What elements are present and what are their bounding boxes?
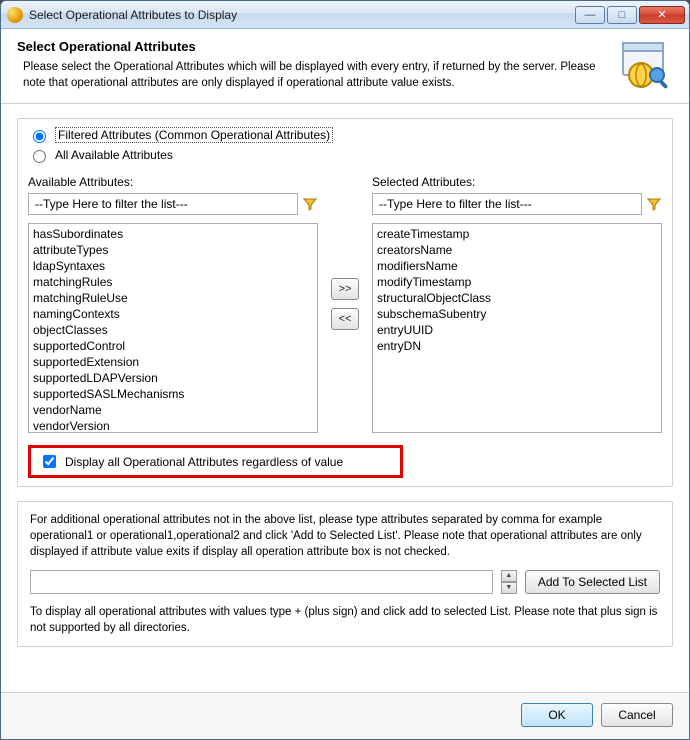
list-item[interactable]: matchingRuleUse [33, 290, 313, 306]
spinner-up[interactable]: ▲ [501, 570, 517, 582]
radio-all-label: All Available Attributes [55, 148, 173, 162]
ok-button[interactable]: OK [521, 703, 593, 727]
titlebar[interactable]: Select Operational Attributes to Display… [1, 1, 689, 29]
add-to-selected-button[interactable]: Add To Selected List [525, 570, 660, 594]
available-column: Available Attributes: hasSubordinatesatt… [28, 175, 318, 433]
dialog-header: Select Operational Attributes Please sel… [1, 29, 689, 104]
filter-mode-group: Filtered Attributes (Common Operational … [17, 118, 673, 487]
selected-label: Selected Attributes: [372, 175, 662, 189]
additional-help-text-1: For additional operational attributes no… [30, 512, 660, 560]
list-item[interactable]: entryUUID [377, 322, 657, 338]
list-item[interactable]: supportedSASLMechanisms [33, 386, 313, 402]
list-item[interactable]: objectClasses [33, 322, 313, 338]
list-item[interactable]: supportedLDAPVersion [33, 370, 313, 386]
highlighted-option: Display all Operational Attributes regar… [28, 445, 403, 478]
radio-all-attributes[interactable]: All Available Attributes [28, 147, 662, 163]
list-item[interactable]: subschemaSubentry [377, 306, 657, 322]
display-all-label: Display all Operational Attributes regar… [65, 455, 343, 469]
list-item[interactable]: ldapSyntaxes [33, 258, 313, 274]
move-buttons: >> << [328, 175, 362, 433]
list-item[interactable]: createTimestamp [377, 226, 657, 242]
header-title: Select Operational Attributes [17, 39, 607, 54]
header-icon [617, 39, 673, 95]
list-item[interactable]: structuralObjectClass [377, 290, 657, 306]
list-item[interactable]: attributeTypes [33, 242, 313, 258]
list-item[interactable]: entryDN [377, 338, 657, 354]
minimize-button[interactable]: — [575, 6, 605, 24]
radio-all-input[interactable] [33, 150, 46, 163]
list-item[interactable]: hasSubordinates [33, 226, 313, 242]
radio-filtered-attributes[interactable]: Filtered Attributes (Common Operational … [28, 127, 662, 143]
list-item[interactable]: supportedExtension [33, 354, 313, 370]
selected-filter-input[interactable] [372, 193, 642, 215]
additional-attributes-input[interactable] [30, 570, 493, 594]
list-item[interactable]: modifiersName [377, 258, 657, 274]
spinner-down[interactable]: ▼ [501, 582, 517, 594]
move-left-button[interactable]: << [331, 308, 359, 330]
dialog-footer: OK Cancel [1, 692, 689, 739]
list-item[interactable]: supportedControl [33, 338, 313, 354]
header-description: Please select the Operational Attributes… [17, 60, 607, 91]
radio-filtered-input[interactable] [33, 130, 46, 143]
list-item[interactable]: vendorVersion [33, 418, 313, 433]
list-item[interactable]: vendorName [33, 402, 313, 418]
dialog-content: Filtered Attributes (Common Operational … [1, 104, 689, 692]
cancel-button[interactable]: Cancel [601, 703, 673, 727]
selected-column: Selected Attributes: createTimestampcrea… [372, 175, 662, 433]
selected-listbox[interactable]: createTimestampcreatorsNamemodifiersName… [372, 223, 662, 433]
dialog-window: Select Operational Attributes to Display… [0, 0, 690, 740]
available-filter-input[interactable] [28, 193, 298, 215]
available-listbox[interactable]: hasSubordinatesattributeTypesldapSyntaxe… [28, 223, 318, 433]
available-label: Available Attributes: [28, 175, 318, 189]
filter-icon[interactable] [646, 196, 662, 212]
list-item[interactable]: modifyTimestamp [377, 274, 657, 290]
filter-icon[interactable] [302, 196, 318, 212]
input-spinner: ▲ ▼ [501, 570, 517, 594]
additional-attributes-group: For additional operational attributes no… [17, 501, 673, 647]
additional-help-text-2: To display all operational attributes wi… [30, 604, 660, 636]
list-item[interactable]: creatorsName [377, 242, 657, 258]
close-button[interactable]: ✕ [639, 6, 685, 24]
maximize-button[interactable]: □ [607, 6, 637, 24]
display-all-checkbox-row[interactable]: Display all Operational Attributes regar… [39, 452, 392, 471]
radio-filtered-label: Filtered Attributes (Common Operational … [55, 127, 333, 143]
display-all-checkbox[interactable] [43, 455, 56, 468]
move-right-button[interactable]: >> [331, 278, 359, 300]
list-item[interactable]: matchingRules [33, 274, 313, 290]
list-item[interactable]: namingContexts [33, 306, 313, 322]
app-icon [7, 7, 23, 23]
window-title: Select Operational Attributes to Display [29, 8, 575, 22]
